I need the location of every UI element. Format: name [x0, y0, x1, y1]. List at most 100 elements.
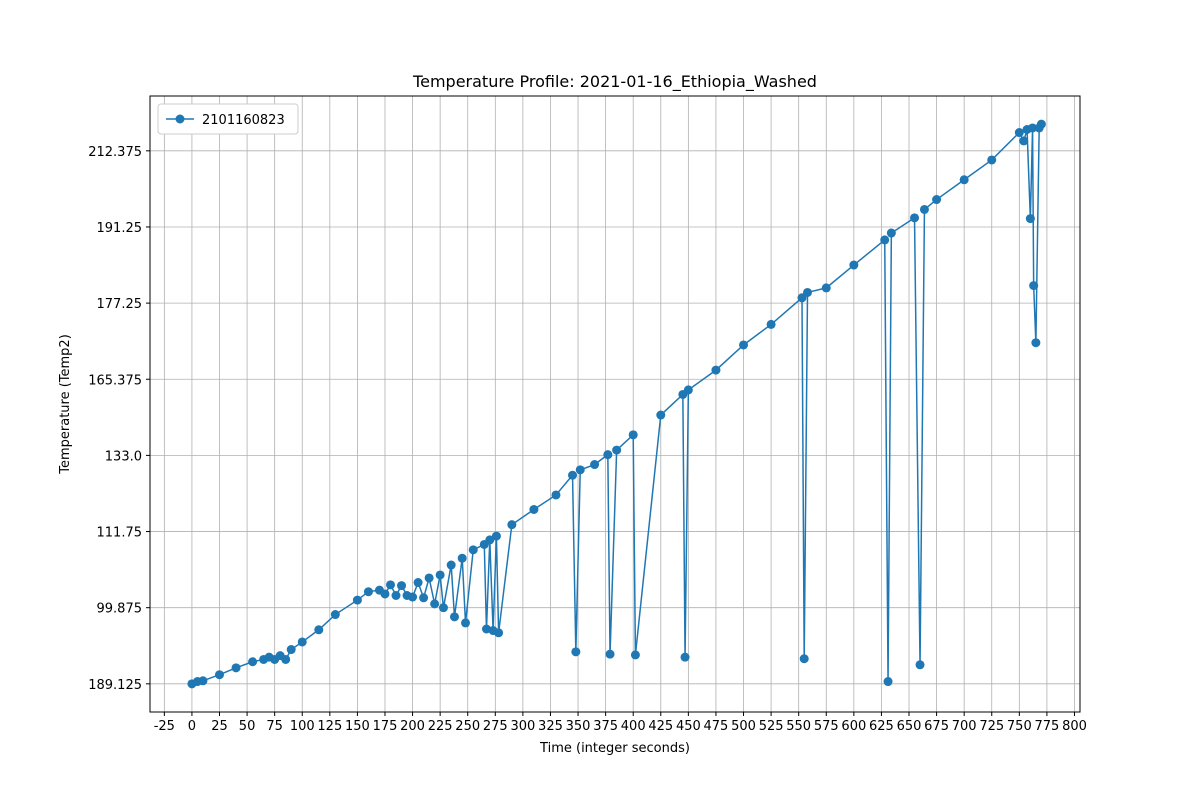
point: [215, 670, 225, 680]
x-tick-label: 325: [538, 719, 563, 734]
x-tick-label: 225: [428, 719, 453, 734]
point: [424, 573, 434, 583]
point: [281, 654, 291, 664]
x-tick-label: 725: [979, 719, 1004, 734]
point: [1029, 281, 1039, 291]
legend-box: [157, 103, 299, 135]
point: [385, 580, 395, 590]
x-tick-label: 775: [1034, 719, 1059, 734]
point: [603, 450, 613, 460]
point: [886, 228, 896, 238]
y-axis-label: Temperature (Temp2): [58, 334, 73, 475]
x-tick-label: 25: [211, 719, 228, 734]
point: [799, 654, 809, 664]
point: [551, 490, 561, 500]
point: [803, 287, 813, 297]
point: [711, 365, 721, 375]
point: [959, 175, 969, 185]
legend-marker: [175, 114, 185, 124]
x-tick-label: 350: [566, 719, 591, 734]
point: [397, 581, 407, 591]
legend-label: 2101160823: [202, 113, 285, 128]
x-tick-label: -25: [154, 719, 175, 734]
point: [656, 410, 666, 420]
point: [919, 204, 929, 214]
x-tick-label: 175: [373, 719, 398, 734]
point: [446, 560, 456, 570]
point: [408, 592, 418, 602]
point: [766, 319, 776, 329]
x-tick-label: 300: [510, 719, 535, 734]
x-tick-label: 475: [704, 719, 729, 734]
x-tick-label: 250: [455, 719, 480, 734]
x-tick-label: 375: [593, 719, 618, 734]
y-tick-label: 99.875: [97, 602, 143, 617]
point: [380, 589, 390, 599]
y-tick-label: 212.375: [88, 145, 142, 160]
point: [297, 637, 307, 647]
x-tick-label: 575: [814, 719, 839, 734]
y-tick-label: 177.25: [97, 297, 143, 312]
point: [1019, 136, 1029, 146]
point: [628, 430, 638, 440]
x-tick-label: 450: [676, 719, 701, 734]
point: [571, 647, 581, 657]
point: [821, 283, 831, 293]
point: [849, 260, 859, 270]
point: [461, 618, 471, 628]
y-tick-label: 191.25: [97, 221, 143, 236]
x-tick-label: 700: [952, 719, 977, 734]
point: [683, 385, 693, 395]
x-axis-label: Time (integer seconds): [539, 741, 690, 756]
y-tick-label: 165.375: [88, 373, 142, 388]
point: [575, 465, 585, 475]
x-tick-label: 650: [897, 719, 922, 734]
point: [457, 553, 467, 563]
x-tick-label: 525: [759, 719, 784, 734]
x-tick-label: 600: [841, 719, 866, 734]
point: [286, 645, 296, 655]
point: [605, 649, 615, 659]
point: [590, 460, 600, 470]
point: [680, 652, 690, 662]
x-tick-label: 275: [483, 719, 508, 734]
x-tick-label: 400: [621, 719, 646, 734]
series-line: [191, 123, 1043, 685]
point: [419, 593, 429, 603]
x-tick-label: 675: [924, 719, 949, 734]
point: [1028, 123, 1038, 133]
point: [915, 660, 925, 670]
point: [430, 599, 440, 609]
point: [330, 610, 340, 620]
point: [1014, 128, 1024, 138]
x-tick-label: 75: [266, 719, 283, 734]
point: [1036, 119, 1046, 129]
x-tick-label: 800: [1062, 719, 1087, 734]
point: [883, 677, 893, 687]
x-tick-label: 100: [290, 719, 315, 734]
point: [198, 676, 208, 686]
chart-title: Temperature Profile: 2021-01-16_Ethiopia…: [412, 72, 817, 92]
point: [987, 155, 997, 165]
point: [1025, 214, 1035, 224]
y-tick-label: 189.125: [88, 678, 142, 693]
y-tick-label: 133.0: [105, 449, 142, 464]
point: [449, 612, 459, 622]
x-tick-label: 425: [648, 719, 673, 734]
x-tick-label: 0: [188, 719, 196, 734]
x-tick-label: 500: [731, 719, 756, 734]
plot-frame: [149, 95, 1081, 713]
point: [413, 578, 423, 588]
x-tick-label: 625: [869, 719, 894, 734]
point: [507, 520, 517, 530]
x-tick-label: 125: [317, 719, 342, 734]
x-tick-label: 200: [400, 719, 425, 734]
point: [568, 470, 578, 480]
x-tick-label: 150: [345, 719, 370, 734]
point: [529, 504, 539, 514]
x-tick-label: 750: [1007, 719, 1032, 734]
point: [932, 195, 942, 205]
point: [491, 531, 501, 541]
point: [880, 235, 890, 245]
